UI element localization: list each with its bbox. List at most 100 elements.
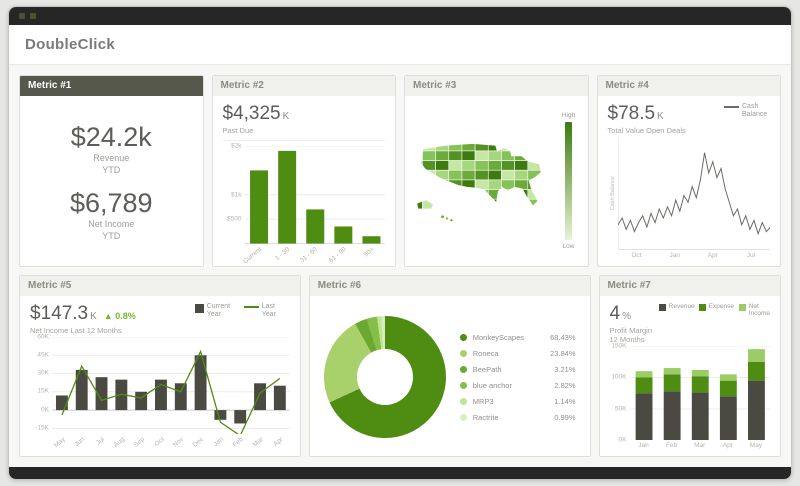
past-due-value-row: $4,325 K [223,103,386,125]
map-legend-low: Low [562,242,575,250]
x-tick-label: Dec [191,436,206,449]
stacked-bar-segment [691,392,709,440]
legend-label: MonkeyScapes [472,332,525,342]
legend-item-current-year: Current Year [194,303,235,319]
hawaii-island-icon [450,219,453,222]
state-tile [435,160,450,171]
revenue-value: $24.2k [70,121,152,152]
legend-swatch-icon [738,303,746,311]
x-tick: Jan [630,440,658,452]
x-tick-label: Mar [694,442,706,449]
open-deals-unit: K [657,111,664,122]
y-tick-label: $1k [231,191,242,199]
x-tick-label: Jun [73,436,87,449]
revenue-label: Revenue [93,152,130,163]
card-title-metric-2: Metric #2 [212,76,395,96]
x-tick-label: Jan [669,251,680,259]
state-tile [487,160,502,171]
state-tile [417,189,423,200]
state-tile [435,150,450,161]
donut-legend-item: MRP3 1.14% [459,397,576,406]
legend-dot-icon [459,413,467,421]
state-tile [435,143,450,152]
legend-percent: 0.99% [554,412,576,422]
stacked-bar-segment [691,375,709,393]
y-tick-label: 60K [37,333,49,341]
state-tile [461,160,476,171]
state-tile [435,179,450,190]
open-deals-value: $78.5 [607,103,656,124]
y-tick-label: 45K [37,351,49,359]
state-tile [527,189,541,200]
state-tile [540,143,541,152]
x-tick: Sep [131,434,151,452]
state-tile [487,179,502,190]
hawaii-island-icon [441,215,445,219]
legend-item: Expense [698,302,734,318]
y-axis-title: Cash Balance [608,137,618,250]
stacked-bar-segment [719,373,737,381]
x-tick-label: Oct [631,251,642,259]
x-axis: Jan Feb Mar Apr May [610,440,770,452]
metric-7-body: 4 % Profit Margin 12 Months Revenue Expen… [600,296,780,456]
plot-area [630,346,770,440]
line-path [618,153,771,234]
net-income-12mo-subtitle: Net Income Last 12 Months [30,325,122,335]
past-due-bar-chart: $2k $1k $500 [223,143,386,244]
legend-percent: 23.84% [550,348,576,358]
bar [305,209,324,244]
donut-chart-area: MonkeyScapes 68.43% Roneca 23.84% BeePath 3.2… [320,303,580,452]
stacked-bar-segment [747,361,765,381]
legend-label: Expense [708,302,734,310]
state-tile [527,198,541,210]
state-tile [417,160,423,171]
legend-percent: 2.82% [554,380,576,390]
donut-legend-item: Roneca 23.84% [459,348,576,358]
bar [234,409,247,424]
card-title-metric-7: Metric #7 [599,275,780,296]
bar [95,376,108,410]
bar [361,236,380,244]
profit-margin-value-row: 4 % [610,303,659,325]
x-tick: Oct [618,250,656,262]
past-due-value: $4,325 [222,103,281,124]
card-title-metric-4: Metric #4 [597,76,780,96]
x-tick: Current [242,244,273,265]
y-axis-labels: $2k $1k $500 [223,143,245,244]
x-tick: Aug [111,434,131,452]
legend-label: Net Income [748,302,770,318]
state-tile [487,169,502,181]
map-area [411,102,552,260]
x-tick-label: 90+ [362,245,376,259]
stacked-bar-segment [747,348,765,362]
state-tile [417,198,423,210]
window-control-dot-1[interactable] [19,13,25,19]
map-gradient-scale [565,122,572,240]
state-tile [514,189,529,200]
profit-margin-block: 4 % Profit Margin 12 Months [610,303,659,344]
x-tick-label: Oct [153,436,166,448]
x-axis: May Jun Jul Aug Sep Oct Nov Dec Jan Feb Mar Apr [30,434,290,452]
x-axis-labels: Oct Jan Apr Jul [618,250,771,262]
stacked-bar-segment [663,367,681,374]
x-tick-label: Apr [722,442,733,449]
legend-swatch-icon [698,303,706,311]
line-path [62,351,280,434]
line-legend: Cash Balance [724,103,770,119]
bar [194,354,207,410]
legend-label: BeePath [472,364,502,374]
window-footer-bar [9,467,791,479]
bar [135,391,148,410]
legend-label: Ractrite [472,412,499,422]
window-control-dot-2[interactable] [30,13,36,19]
bar [333,226,352,244]
state-tile [487,150,502,161]
legend-dot-icon [459,365,467,373]
donut-legend-item: MonkeyScapes 68.43% [459,332,576,342]
state-tile [461,169,476,181]
state-tile [501,179,515,190]
window-titlebar [9,7,791,25]
x-tick: Jan [211,434,231,452]
state-tile [417,169,423,181]
x-tick: 31 - 60 [299,244,329,264]
